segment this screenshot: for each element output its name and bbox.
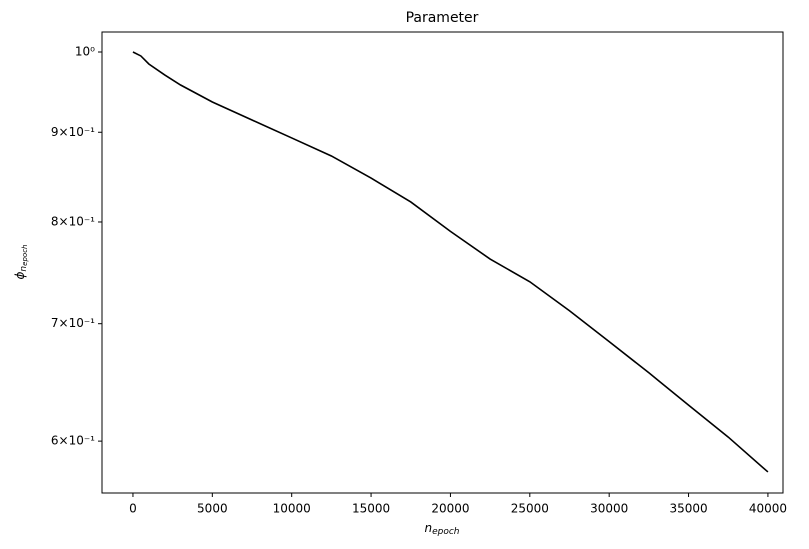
- chart-title: Parameter: [406, 10, 479, 26]
- y-tick-label: 7×10⁻¹: [51, 316, 95, 330]
- y-axis-label: ϕnepoch: [13, 245, 30, 280]
- x-tick-label: 40000: [749, 502, 787, 516]
- x-label-sub: epoch: [432, 527, 460, 537]
- line-series: [132, 51, 769, 473]
- x-tick-label: 5000: [197, 502, 228, 516]
- plot-frame: [101, 31, 784, 494]
- x-tick-label: 35000: [669, 502, 707, 516]
- y-label-sub: n: [19, 266, 29, 272]
- y-tick-label: 8×10⁻¹: [51, 214, 95, 228]
- x-tick-label: 0: [129, 502, 137, 516]
- x-tick-label: 30000: [590, 502, 628, 516]
- y-label-base: ϕ: [13, 271, 27, 279]
- y-tick-label: 10⁰: [75, 44, 95, 58]
- y-tick-label: 9×10⁻¹: [51, 125, 95, 139]
- x-label-base: n: [424, 521, 432, 535]
- y-tick-label: 6×10⁻¹: [51, 434, 95, 448]
- x-tick-label: 25000: [511, 502, 549, 516]
- x-tick-label: 15000: [352, 502, 390, 516]
- x-axis-label: nepoch: [424, 521, 459, 537]
- x-tick-label: 20000: [431, 502, 469, 516]
- x-tick-label: 10000: [273, 502, 311, 516]
- y-label-subsub: epoch: [21, 245, 29, 266]
